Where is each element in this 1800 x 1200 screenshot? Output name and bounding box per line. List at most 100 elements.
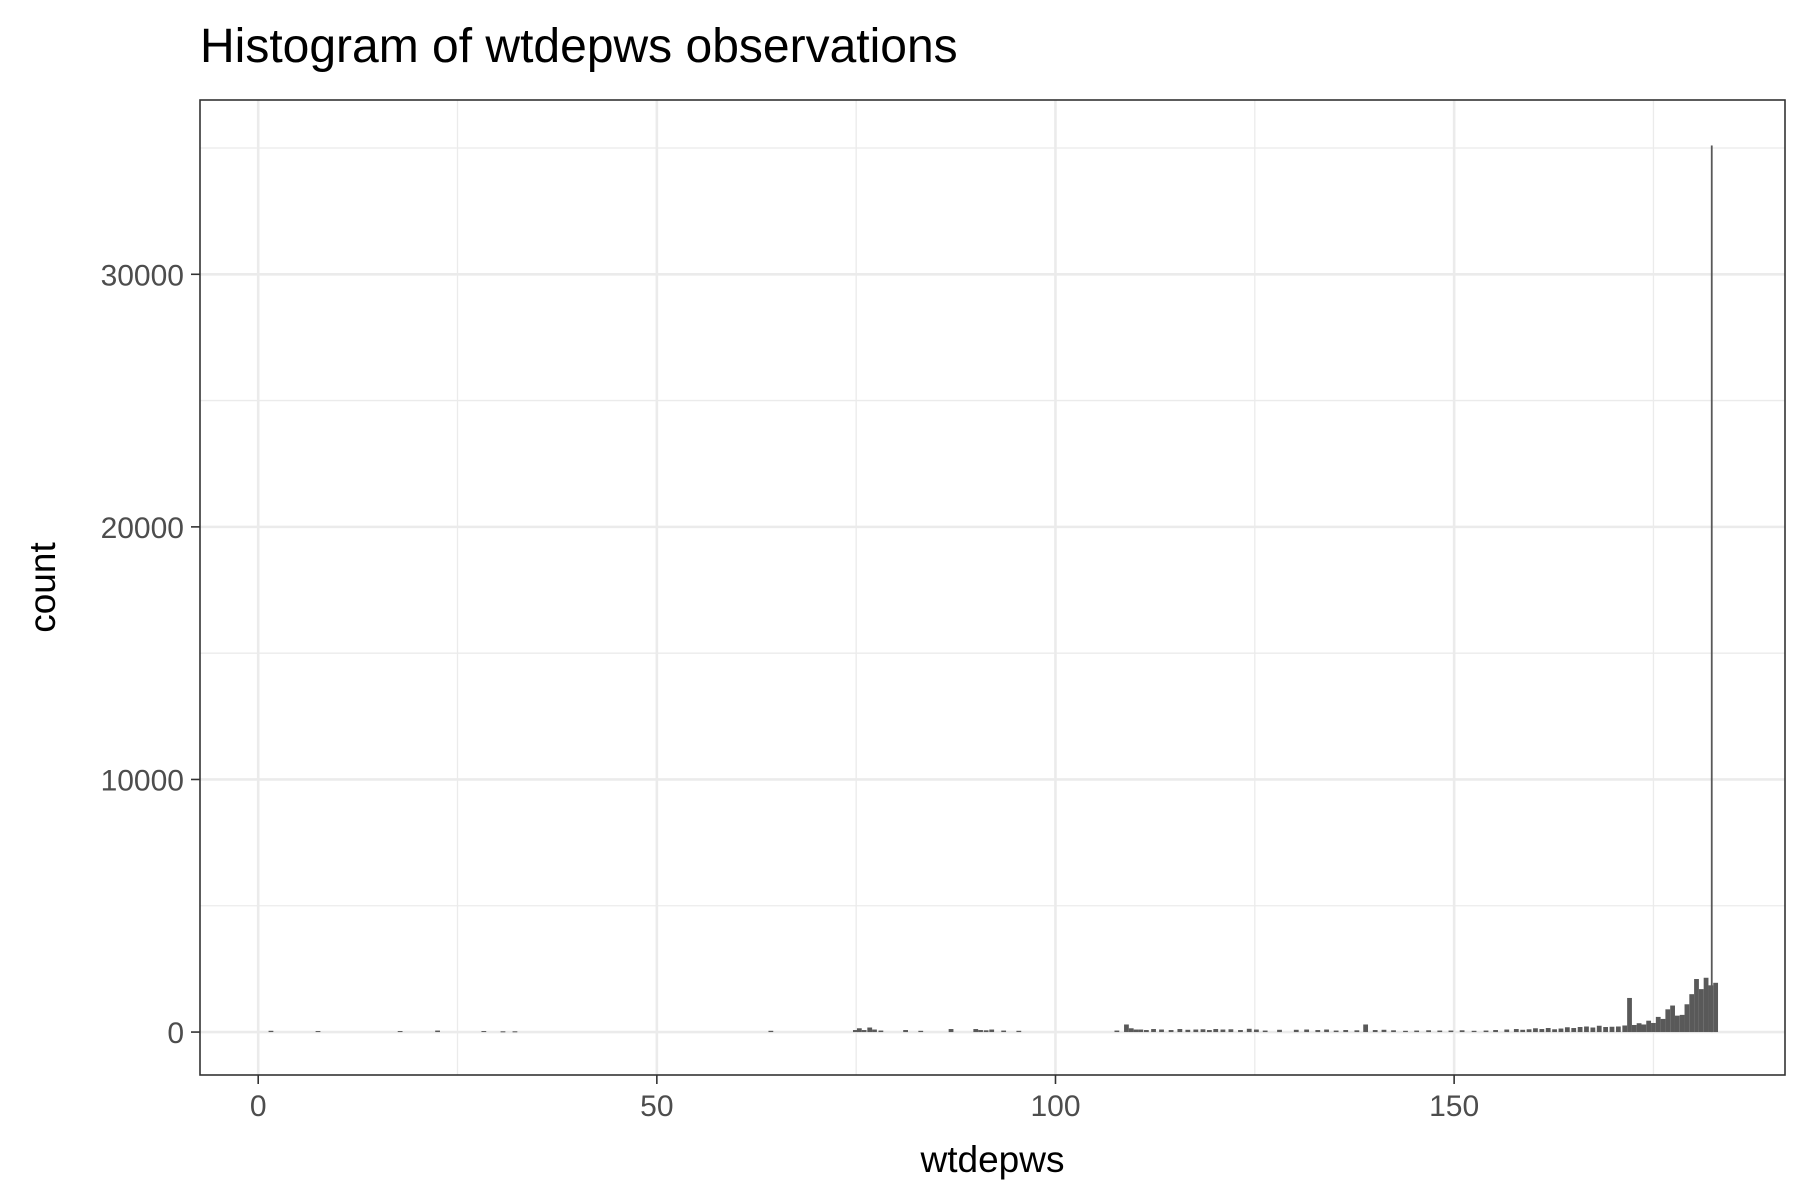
histogram-bar: [397, 1031, 403, 1033]
histogram-bar: [1168, 1030, 1174, 1033]
histogram-bar: [1333, 1030, 1339, 1033]
histogram-bar: [1254, 1029, 1259, 1033]
histogram-bar: [1391, 1030, 1396, 1033]
histogram-bar: [1513, 1029, 1519, 1033]
histogram-bar: [1193, 1029, 1199, 1033]
histogram-bar: [1689, 994, 1695, 1033]
histogram-bar: [1571, 1028, 1577, 1033]
histogram-bar: [1246, 1028, 1252, 1033]
histogram-bar: [1713, 982, 1719, 1033]
histogram-bar: [1651, 1022, 1656, 1033]
histogram-bar: [1710, 145, 1713, 1033]
histogram-bar: [1564, 1027, 1570, 1033]
histogram-bar: [1277, 1029, 1282, 1033]
histogram-bar: [1426, 1030, 1432, 1033]
histogram-bar: [1448, 1030, 1454, 1033]
histogram-bar: [973, 1029, 979, 1033]
histogram-bar: [1684, 1004, 1690, 1033]
histogram-bar: [1627, 997, 1632, 1033]
histogram-bar: [1354, 1030, 1360, 1033]
y-tick-label: 10000: [101, 764, 184, 797]
histogram-bar: [1114, 1030, 1120, 1033]
y-tick-label: 30000: [101, 259, 184, 292]
histogram-bar: [1293, 1029, 1299, 1033]
histogram-bar: [1539, 1029, 1545, 1033]
histogram-bar: [989, 1029, 995, 1033]
histogram-bar: [1698, 989, 1704, 1033]
histogram-bar: [983, 1030, 989, 1033]
histogram-bar: [1471, 1030, 1477, 1033]
histogram-bar: [1403, 1030, 1408, 1033]
histogram-bar: [1670, 1005, 1675, 1033]
histogram-bar: [1372, 1030, 1378, 1033]
histogram-bar: [1177, 1029, 1183, 1033]
histogram-bar: [1615, 1026, 1621, 1033]
histogram-bar: [1596, 1025, 1602, 1033]
histogram-bar: [1631, 1024, 1637, 1033]
histogram-bar: [1228, 1029, 1234, 1033]
histogram-bar: [1577, 1027, 1583, 1033]
histogram-bar: [978, 1030, 983, 1033]
histogram-bar: [1343, 1030, 1349, 1033]
histogram-bar: [1262, 1030, 1268, 1033]
y-tick-label: 0: [167, 1017, 184, 1050]
histogram-bar: [315, 1031, 321, 1033]
axis-ticks: 0 50 100 150 0 10000 20000 30000: [101, 259, 1480, 1123]
histogram-bar: [1545, 1028, 1551, 1033]
histogram-bar: [872, 1029, 877, 1033]
histogram-bar: [1660, 1018, 1666, 1033]
histogram-bar: [1584, 1026, 1589, 1033]
histogram-bar: [1363, 1024, 1369, 1033]
histogram-bar: [1128, 1028, 1134, 1033]
histogram-bar: [903, 1030, 908, 1033]
histogram-bar: [1665, 1009, 1671, 1033]
histogram-bar: [1694, 979, 1699, 1033]
histogram-bar: [948, 1029, 954, 1033]
x-tick-label: 100: [1030, 1090, 1080, 1123]
x-axis-title: wtdepws: [920, 1139, 1065, 1180]
histogram-bar: [1124, 1024, 1129, 1033]
chart-title: Histogram of wtdepws observations: [200, 20, 958, 73]
histogram-bar: [1151, 1029, 1156, 1033]
histogram-bar: [1238, 1030, 1243, 1033]
histogram-bar: [1504, 1029, 1510, 1033]
y-axis-title: count: [22, 542, 63, 633]
histogram-bar: [852, 1030, 858, 1033]
histogram-bar: [1133, 1029, 1139, 1033]
histogram-bar: [1381, 1029, 1387, 1033]
histogram-bar: [268, 1030, 274, 1033]
histogram-bar: [1138, 1029, 1144, 1033]
plot-panel-border: [199, 99, 1786, 1076]
histogram-bar: [1674, 1015, 1680, 1033]
histogram-bar: [435, 1030, 440, 1033]
histogram-bar: [1483, 1030, 1489, 1033]
histogram-bar: [1655, 1016, 1661, 1033]
histogram-bar: [856, 1028, 862, 1033]
histogram-bar: [481, 1031, 487, 1033]
x-tick-label: 50: [640, 1090, 673, 1123]
grid-lines: [200, 100, 1785, 1075]
histogram-bar: [1526, 1029, 1532, 1033]
histogram-bar: [1143, 1030, 1149, 1033]
histogram-bar: [1200, 1029, 1206, 1033]
histogram-bar: [1552, 1029, 1557, 1033]
histogram-bar: [1533, 1028, 1538, 1033]
histogram-bars: [268, 145, 1719, 1033]
histogram-bar: [918, 1030, 924, 1033]
histogram-bar: [1622, 1025, 1628, 1033]
histogram-bar: [1636, 1023, 1642, 1033]
histogram-bar: [1590, 1027, 1596, 1033]
histogram-bar: [500, 1031, 506, 1033]
histogram-bar: [878, 1030, 884, 1033]
histogram-bar: [1315, 1030, 1321, 1033]
histogram-bar: [867, 1027, 873, 1033]
histogram-bar: [1603, 1027, 1609, 1033]
x-tick-label: 150: [1429, 1090, 1479, 1123]
histogram-bar: [768, 1030, 774, 1033]
plot-panel: [200, 100, 1785, 1075]
x-tick-label: 0: [250, 1090, 267, 1123]
histogram-bar: [1159, 1029, 1164, 1033]
histogram-bar: [1213, 1029, 1219, 1033]
histogram-bar: [1016, 1030, 1022, 1033]
